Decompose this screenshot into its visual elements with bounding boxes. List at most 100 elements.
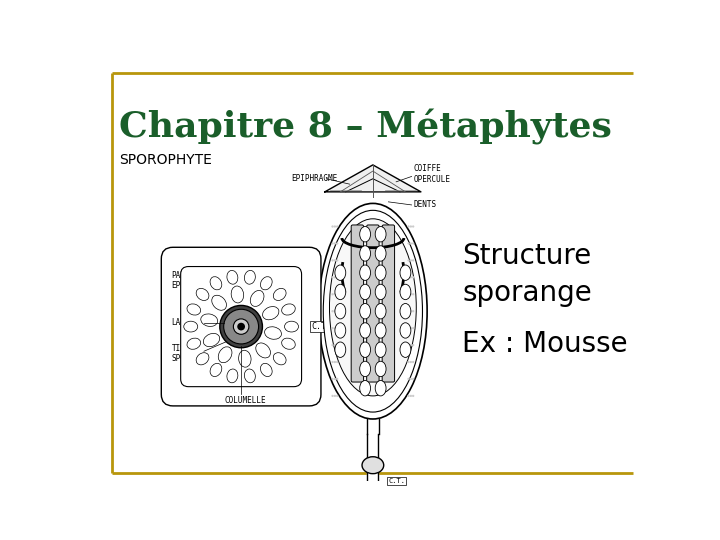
Circle shape	[410, 327, 412, 329]
Ellipse shape	[196, 288, 209, 300]
Circle shape	[412, 276, 414, 279]
FancyBboxPatch shape	[161, 247, 321, 406]
Circle shape	[336, 259, 338, 261]
Circle shape	[412, 344, 414, 346]
Ellipse shape	[212, 295, 227, 310]
Ellipse shape	[400, 303, 411, 319]
Circle shape	[408, 395, 410, 397]
Circle shape	[410, 395, 412, 397]
Ellipse shape	[238, 350, 251, 367]
FancyBboxPatch shape	[181, 267, 302, 387]
Ellipse shape	[400, 323, 411, 338]
Ellipse shape	[323, 211, 423, 412]
Circle shape	[331, 242, 334, 245]
Circle shape	[408, 242, 410, 245]
Circle shape	[410, 259, 412, 261]
Circle shape	[334, 225, 336, 228]
Ellipse shape	[261, 276, 272, 290]
Circle shape	[410, 242, 412, 245]
Ellipse shape	[400, 265, 411, 280]
Ellipse shape	[375, 381, 386, 396]
Circle shape	[334, 259, 336, 261]
Text: COIFFE
OPERCULE: COIFFE OPERCULE	[413, 165, 450, 184]
Circle shape	[336, 344, 338, 346]
Text: PARENCHYME
EPIDERME: PARENCHYME EPIDERME	[171, 271, 217, 290]
Ellipse shape	[251, 291, 264, 306]
Ellipse shape	[201, 314, 217, 327]
Text: EPIPHRAGME: EPIPHRAGME	[292, 174, 338, 183]
Ellipse shape	[375, 246, 386, 261]
Ellipse shape	[284, 321, 299, 332]
Ellipse shape	[360, 342, 371, 357]
Text: Ex : Mousse: Ex : Mousse	[462, 330, 628, 359]
FancyBboxPatch shape	[382, 225, 395, 382]
Circle shape	[331, 276, 334, 279]
Circle shape	[410, 276, 412, 279]
Polygon shape	[367, 434, 378, 481]
Circle shape	[331, 361, 334, 363]
Ellipse shape	[360, 265, 371, 280]
Circle shape	[410, 225, 412, 228]
Circle shape	[408, 293, 410, 295]
Circle shape	[336, 361, 338, 363]
Ellipse shape	[360, 361, 371, 377]
Ellipse shape	[375, 342, 386, 357]
Circle shape	[334, 327, 336, 329]
Circle shape	[336, 293, 338, 295]
Circle shape	[331, 344, 334, 346]
Circle shape	[331, 395, 334, 397]
Circle shape	[331, 293, 334, 295]
Ellipse shape	[244, 271, 256, 284]
Circle shape	[410, 361, 412, 363]
Circle shape	[412, 293, 414, 295]
Ellipse shape	[400, 284, 411, 300]
Circle shape	[408, 344, 410, 346]
Text: Structure
sporange: Structure sporange	[462, 242, 592, 307]
Circle shape	[412, 259, 414, 261]
Circle shape	[334, 344, 336, 346]
Ellipse shape	[360, 246, 371, 261]
Ellipse shape	[282, 338, 295, 349]
Ellipse shape	[227, 271, 238, 284]
Circle shape	[412, 327, 414, 329]
Ellipse shape	[360, 284, 371, 300]
Ellipse shape	[210, 276, 222, 290]
Text: Chapitre 8 – Métaphytes: Chapitre 8 – Métaphytes	[120, 110, 612, 145]
FancyBboxPatch shape	[366, 225, 379, 382]
Ellipse shape	[220, 306, 262, 348]
Ellipse shape	[360, 381, 371, 396]
Text: LACUNE: LACUNE	[171, 318, 199, 327]
Circle shape	[336, 242, 338, 245]
Text: C.T.: C.T.	[388, 477, 405, 484]
Circle shape	[408, 259, 410, 261]
Ellipse shape	[360, 303, 371, 319]
Circle shape	[334, 242, 336, 245]
Circle shape	[334, 395, 336, 397]
Circle shape	[408, 276, 410, 279]
Circle shape	[331, 327, 334, 329]
Ellipse shape	[231, 286, 243, 303]
Ellipse shape	[375, 323, 386, 338]
Ellipse shape	[335, 303, 346, 319]
Ellipse shape	[335, 284, 346, 300]
Text: COLUMELLE: COLUMELLE	[224, 396, 266, 405]
Ellipse shape	[375, 303, 386, 319]
Ellipse shape	[184, 321, 198, 332]
Ellipse shape	[360, 323, 371, 338]
Circle shape	[334, 276, 336, 279]
Ellipse shape	[319, 204, 427, 419]
Circle shape	[412, 310, 414, 312]
Ellipse shape	[224, 309, 258, 344]
Circle shape	[334, 378, 336, 380]
FancyBboxPatch shape	[351, 225, 364, 382]
Circle shape	[408, 310, 410, 312]
Circle shape	[331, 225, 334, 228]
Ellipse shape	[187, 338, 201, 349]
Ellipse shape	[244, 369, 256, 383]
Ellipse shape	[261, 363, 272, 376]
Ellipse shape	[330, 219, 416, 396]
Circle shape	[408, 225, 410, 228]
Circle shape	[331, 378, 334, 380]
Ellipse shape	[375, 226, 386, 242]
Ellipse shape	[274, 353, 286, 365]
